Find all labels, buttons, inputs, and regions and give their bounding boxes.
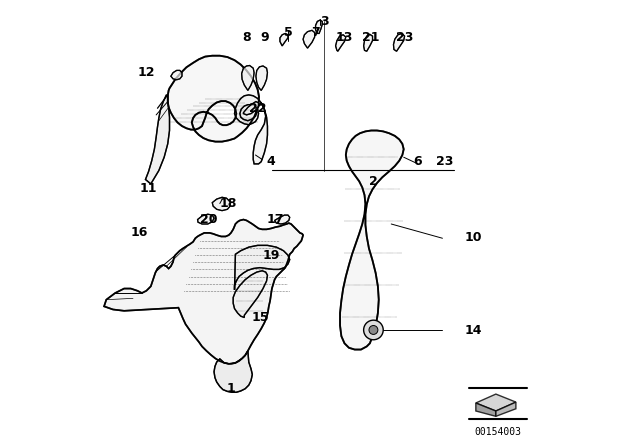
Polygon shape	[476, 394, 516, 411]
Text: 15: 15	[251, 311, 269, 324]
Text: 16: 16	[131, 226, 148, 239]
Polygon shape	[496, 402, 516, 416]
Text: 18: 18	[220, 198, 237, 211]
Text: 4: 4	[267, 155, 275, 168]
Polygon shape	[364, 34, 372, 51]
Text: 6: 6	[413, 155, 422, 168]
Polygon shape	[394, 34, 404, 51]
Polygon shape	[234, 95, 268, 164]
Text: 20: 20	[200, 213, 218, 226]
Text: 9: 9	[260, 30, 269, 43]
Text: 5: 5	[284, 26, 293, 39]
Text: 19: 19	[262, 249, 280, 262]
Polygon shape	[476, 403, 496, 416]
Polygon shape	[275, 215, 290, 224]
Polygon shape	[168, 56, 259, 142]
Polygon shape	[243, 102, 259, 115]
Polygon shape	[212, 197, 230, 211]
Polygon shape	[233, 271, 268, 318]
Polygon shape	[234, 246, 290, 290]
Text: 23: 23	[436, 155, 453, 168]
Text: 00154003: 00154003	[475, 426, 522, 437]
Text: 2: 2	[369, 175, 378, 188]
Text: 11: 11	[140, 182, 157, 195]
Text: 23: 23	[396, 30, 413, 43]
Text: 22: 22	[249, 102, 266, 115]
Polygon shape	[171, 70, 182, 80]
Text: 1: 1	[227, 382, 236, 395]
Polygon shape	[316, 20, 322, 34]
Text: 10: 10	[465, 231, 483, 244]
Text: 7: 7	[311, 26, 320, 39]
Polygon shape	[198, 214, 214, 224]
Polygon shape	[104, 220, 303, 364]
Text: 3: 3	[320, 15, 329, 28]
Text: 21: 21	[362, 30, 380, 43]
Polygon shape	[214, 351, 252, 392]
Polygon shape	[303, 30, 315, 48]
Text: 12: 12	[138, 66, 155, 79]
Text: 13: 13	[336, 30, 353, 43]
Polygon shape	[335, 35, 346, 51]
Polygon shape	[145, 95, 170, 184]
Circle shape	[364, 320, 383, 340]
Polygon shape	[280, 34, 288, 46]
Polygon shape	[242, 65, 254, 90]
Circle shape	[369, 326, 378, 334]
Text: 14: 14	[465, 324, 483, 337]
Text: 17: 17	[267, 213, 284, 226]
Polygon shape	[340, 130, 404, 349]
Text: 8: 8	[242, 30, 251, 43]
Polygon shape	[256, 66, 268, 90]
